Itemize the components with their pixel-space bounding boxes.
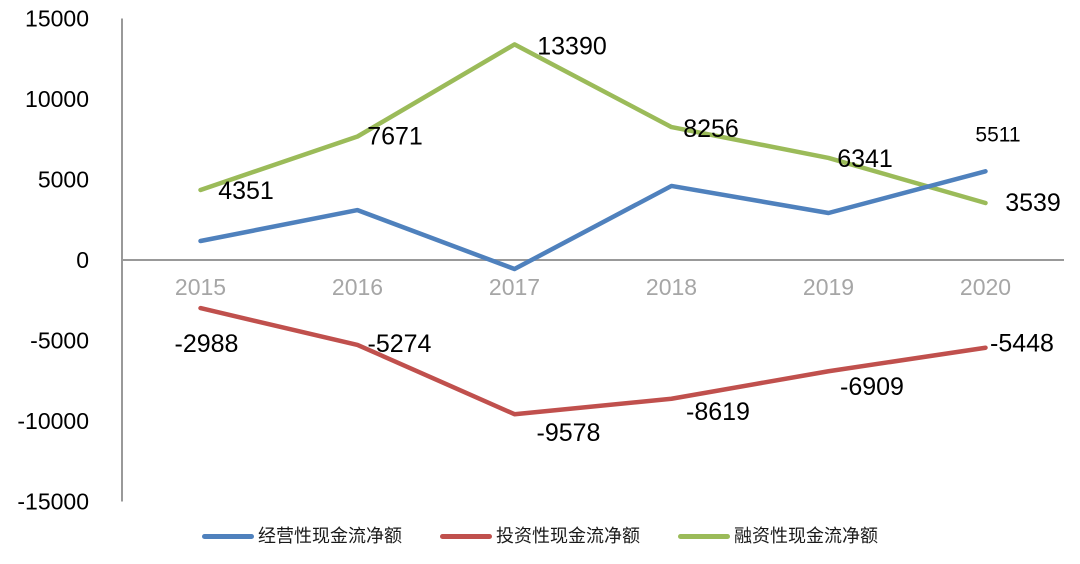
data-label: 6341 bbox=[837, 145, 893, 173]
x-tick-label: 2019 bbox=[803, 274, 854, 300]
legend-label-investing-cash-flow: 投资性现金流净额 bbox=[496, 526, 640, 546]
legend-swatch-operating-cash-flow bbox=[202, 534, 254, 540]
data-label: -6909 bbox=[840, 373, 904, 401]
data-label: 3539 bbox=[1005, 189, 1061, 217]
series-line-operating bbox=[198, 169, 988, 272]
data-label: -5448 bbox=[990, 330, 1054, 358]
x-tick-label: 2018 bbox=[646, 274, 697, 300]
data-label: 4351 bbox=[218, 177, 274, 205]
series-line-investing bbox=[198, 305, 988, 417]
legend-swatch-financing-cash-flow bbox=[678, 534, 730, 540]
data-label: 8256 bbox=[683, 115, 739, 143]
y-tick-label: 15000 bbox=[25, 6, 89, 32]
series-line-financing bbox=[198, 42, 988, 206]
data-label: -9578 bbox=[537, 419, 601, 447]
legend-item-financing-cash-flow: 融资性现金流净额 bbox=[678, 526, 878, 548]
y-tick-label: 10000 bbox=[25, 86, 89, 112]
legend-label-operating-cash-flow: 经营性现金流净额 bbox=[258, 526, 402, 546]
data-label: -2988 bbox=[175, 330, 239, 358]
y-tick-label: -10000 bbox=[17, 408, 89, 434]
x-tick-label: 2016 bbox=[332, 274, 383, 300]
y-tick-label: 5000 bbox=[38, 167, 89, 193]
y-tick-label: 0 bbox=[76, 247, 89, 273]
x-tick-label: 2020 bbox=[960, 274, 1011, 300]
data-label: 13390 bbox=[537, 32, 607, 60]
legend-item-investing-cash-flow: 投资性现金流净额 bbox=[440, 526, 640, 548]
data-label: 5511 bbox=[975, 123, 1020, 146]
x-tick-label: 2015 bbox=[175, 274, 226, 300]
legend-swatch-investing-cash-flow bbox=[440, 534, 492, 540]
data-label: 7671 bbox=[367, 122, 423, 150]
data-label: -5274 bbox=[368, 330, 432, 358]
legend-label-financing-cash-flow: 融资性现金流净额 bbox=[734, 526, 878, 546]
x-tick-label: 2017 bbox=[489, 274, 540, 300]
data-label: -8619 bbox=[686, 398, 750, 426]
legend-item-operating-cash-flow: 经营性现金流净额 bbox=[202, 526, 402, 548]
y-tick-label: -5000 bbox=[30, 328, 89, 354]
chart-legend: 经营性现金流净额 投资性现金流净额 融资性现金流净额 bbox=[0, 526, 1080, 548]
y-tick-label: -15000 bbox=[17, 489, 89, 515]
